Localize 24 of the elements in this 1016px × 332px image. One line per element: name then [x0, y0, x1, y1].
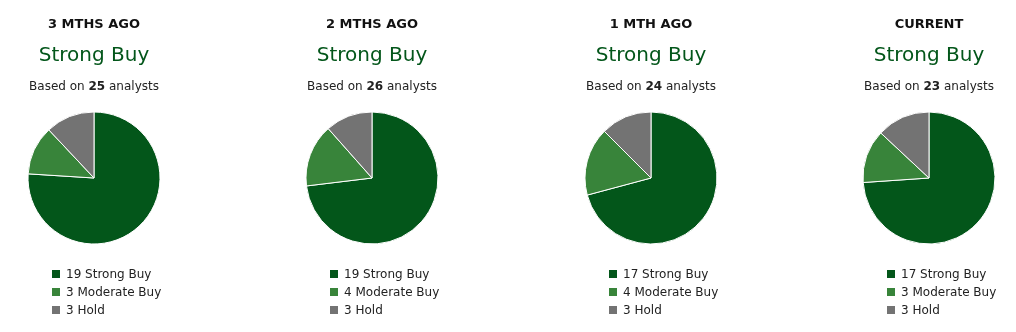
chart-title: 1 MTH AGO: [609, 16, 692, 31]
legend-label: 3 Moderate Buy: [66, 285, 162, 299]
chart-subtitle: Strong Buy: [317, 42, 428, 66]
text: Based on 24 analysts: [585, 79, 716, 93]
legend-label: 3 Hold: [622, 303, 662, 317]
legend-label: 4 Moderate Buy: [622, 285, 718, 299]
legend-label: 3 Hold: [66, 303, 105, 317]
legend-label: 3 Hold: [900, 303, 940, 317]
legend-label: 3 Moderate Buy: [900, 285, 997, 299]
text: Based on 26 analysts: [307, 79, 438, 93]
chart-title: 3 MTHS AGO: [48, 16, 140, 31]
legend-label: 4 Moderate Buy: [344, 285, 440, 299]
legend-label: 17 Strong Buy: [900, 267, 987, 281]
legend-label: 19 Strong Buy: [344, 267, 430, 281]
text: Based on 25 analysts: [29, 79, 159, 93]
chart-title: 2 MTHS AGO: [326, 16, 419, 31]
text: Based on 23 analysts: [863, 79, 994, 93]
chart-subtitle: Strong Buy: [38, 42, 150, 66]
chart-title: CURRENT: [894, 16, 964, 31]
chart-subtitle: Strong Buy: [595, 42, 707, 66]
legend-label: 3 Hold: [344, 303, 384, 317]
legend-label: 17 Strong Buy: [622, 267, 708, 281]
chart-subtitle: Strong Buy: [873, 42, 985, 66]
legend-label: 19 Strong Buy: [66, 267, 152, 281]
